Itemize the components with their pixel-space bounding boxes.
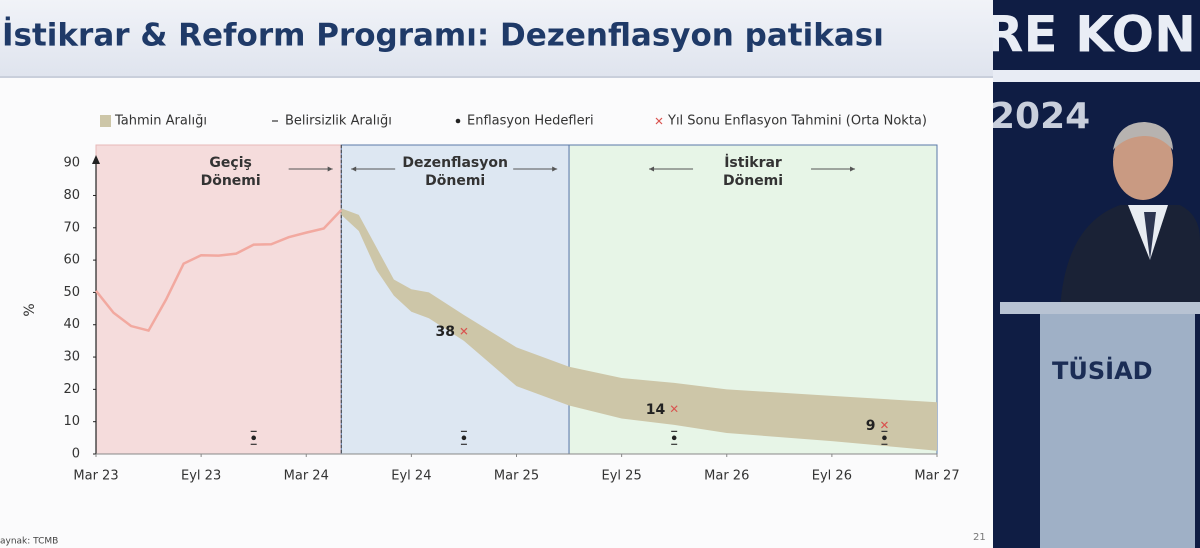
podium-top bbox=[1000, 302, 1200, 314]
legend-label: Enflasyon Hedefleri bbox=[467, 114, 594, 129]
x-tick-label: Mar 25 bbox=[494, 469, 539, 484]
banner-text: RE KON bbox=[985, 6, 1196, 64]
estimate-cross bbox=[460, 327, 468, 335]
target-dot bbox=[882, 435, 887, 441]
inflation-line bbox=[95, 209, 343, 333]
target-dot bbox=[671, 435, 677, 441]
title-bar bbox=[0, 0, 993, 76]
y-tick-label: 20 bbox=[63, 382, 80, 397]
y-tick-label: 40 bbox=[63, 317, 80, 332]
period-arrowhead bbox=[327, 166, 333, 172]
y-tick-label: 60 bbox=[63, 253, 80, 268]
period-label: Dezenflasyon bbox=[402, 155, 508, 171]
estimate-cross-stroke bbox=[460, 327, 468, 335]
legend-label: Belirsizlik Aralığı bbox=[285, 114, 392, 129]
y-tick-label: 70 bbox=[63, 220, 80, 235]
chart-title: İstikrar & Reform Programı: Dezenflasyon… bbox=[2, 18, 884, 54]
x-tick-label: Mar 24 bbox=[284, 469, 329, 484]
speaker-tie bbox=[1144, 212, 1156, 260]
period-region bbox=[95, 144, 342, 455]
period-label: İstikrar bbox=[724, 154, 782, 171]
x-tick-label: Eyl 23 bbox=[181, 469, 221, 484]
x-tick-label: Eyl 26 bbox=[812, 469, 852, 484]
period-arrowhead bbox=[649, 166, 655, 172]
speaker-suit bbox=[1060, 205, 1200, 310]
y-tick-label: 50 bbox=[63, 285, 80, 300]
y-tick-label: 10 bbox=[63, 414, 80, 429]
legend-label: Tahmin Aralığı bbox=[114, 114, 207, 129]
target-dot bbox=[251, 435, 256, 441]
estimate-label: 14 bbox=[646, 402, 666, 418]
podium bbox=[1040, 314, 1195, 548]
period-region bbox=[340, 144, 570, 455]
y-axis-label: % bbox=[22, 303, 38, 316]
period-arrowhead bbox=[850, 166, 856, 172]
y-tick-label: 90 bbox=[63, 156, 80, 171]
page-number: 21 bbox=[973, 532, 986, 543]
period-label: Geçiş bbox=[209, 155, 251, 171]
legend-swatch bbox=[100, 115, 111, 127]
period-arrowhead bbox=[351, 166, 357, 172]
period-arrowhead bbox=[552, 166, 558, 172]
y-axis-arrow bbox=[92, 155, 100, 164]
legend-swatch bbox=[455, 118, 461, 124]
x-tick-label: Mar 26 bbox=[704, 469, 749, 484]
legend-label: Yıl Sonu Enflasyon Tahmini (Orta Nokta) bbox=[667, 114, 927, 129]
speaker-head bbox=[1113, 124, 1173, 200]
speaker-hair bbox=[1113, 122, 1173, 150]
x-tick-label: Eyl 24 bbox=[391, 469, 431, 484]
legend-swatch bbox=[655, 117, 663, 125]
stage-stripe bbox=[993, 70, 1200, 82]
podium-logo: TÜSİAD bbox=[1052, 355, 1153, 385]
estimate-cross-stroke bbox=[670, 405, 678, 413]
source-note: aynak: TCMB bbox=[0, 537, 58, 547]
estimate-label: 38 bbox=[435, 324, 454, 340]
y-tick-label: 30 bbox=[63, 350, 80, 365]
estimate-cross bbox=[670, 405, 678, 413]
banner-year: 2024 bbox=[990, 96, 1090, 137]
y-tick-label: 80 bbox=[63, 188, 80, 203]
estimate-cross-stroke bbox=[881, 421, 888, 429]
target-dot bbox=[461, 435, 467, 441]
estimate-label: 9 bbox=[866, 418, 876, 434]
x-tick-label: Mar 23 bbox=[73, 469, 118, 484]
x-tick-label: Mar 27 bbox=[914, 469, 959, 484]
period-label: Dönemi bbox=[425, 173, 485, 189]
period-label: Dönemi bbox=[201, 173, 261, 189]
x-tick-label: Eyl 25 bbox=[602, 469, 642, 484]
y-tick-label: 0 bbox=[72, 447, 80, 462]
estimate-cross bbox=[881, 421, 888, 429]
forecast-band bbox=[341, 208, 938, 451]
period-label: Dönemi bbox=[723, 173, 783, 189]
